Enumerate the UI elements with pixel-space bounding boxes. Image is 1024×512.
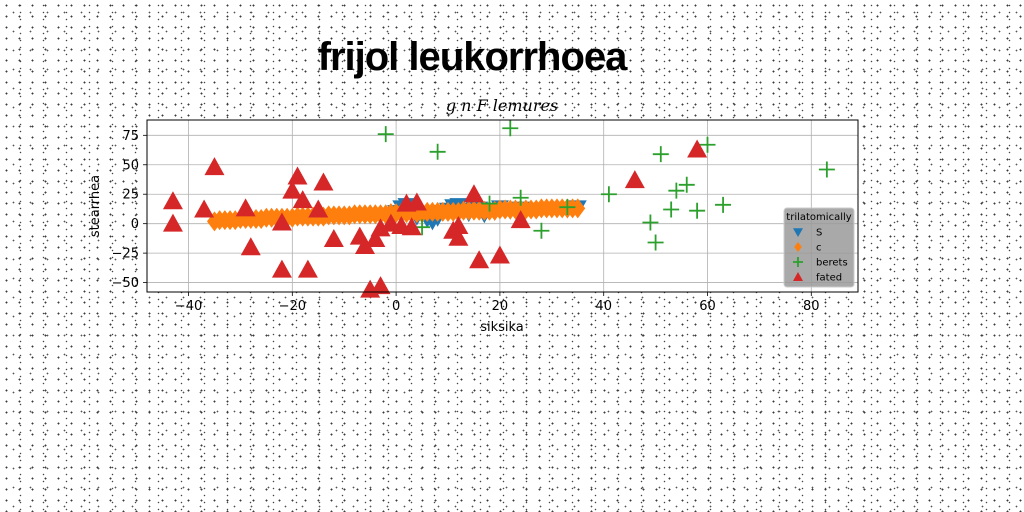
data-point-berets (647, 234, 664, 251)
y-tick-label: 75 (122, 129, 139, 144)
data-point-berets (689, 202, 706, 219)
chart-title: frijol leukorrhoea (318, 35, 628, 79)
data-point-berets (533, 222, 550, 239)
x-axis-label: siksika (480, 320, 524, 335)
data-point-berets (642, 214, 659, 231)
x-tick-label: 40 (595, 299, 612, 314)
data-point-fated (687, 139, 708, 158)
data-point-berets (512, 189, 529, 206)
data-point-fated (365, 228, 386, 247)
data-point-fated (282, 180, 303, 199)
data-point-berets (429, 143, 446, 160)
data-point-berets (699, 136, 716, 153)
data-point-fated (240, 237, 261, 256)
data-points (162, 120, 835, 298)
data-point-fated (401, 217, 422, 236)
data-point-fated (235, 198, 256, 217)
data-point-fated (463, 184, 484, 203)
data-point-fated (370, 218, 391, 237)
data-point-fated (162, 191, 183, 210)
data-point-fated (469, 250, 490, 269)
data-point-fated (313, 172, 334, 191)
x-tick-label: 80 (803, 299, 820, 314)
legend-marker-berets (793, 257, 803, 267)
data-point-fated (297, 259, 318, 278)
legend-label-S: S (816, 228, 822, 239)
data-point-c (570, 198, 586, 219)
y-axis-label: stearrhea (88, 175, 103, 237)
legend-label-fated: fated (816, 273, 842, 284)
y-tick-label: −50 (112, 276, 139, 291)
data-point-berets (481, 195, 498, 212)
x-tick-label: 20 (492, 299, 509, 314)
data-point-fated (448, 216, 469, 235)
axis-ticks: −40 −20 0 20 40 60 80 −50 −25 0 25 50 75 (112, 129, 820, 314)
legend-box (783, 207, 855, 288)
data-point-berets (652, 146, 669, 163)
legend-label-c: c (816, 243, 822, 254)
y-tick-label: 25 (122, 188, 139, 203)
data-point-fated (448, 227, 469, 246)
legend: trilatomically Sc berets fated (783, 207, 855, 288)
legend-entries: Sc berets fated (793, 228, 848, 284)
y-tick-label: −25 (112, 247, 139, 262)
data-point-fated (292, 190, 313, 209)
data-point-fated (204, 157, 225, 176)
legend-title: trilatomically (786, 212, 851, 223)
data-point-berets (663, 201, 680, 218)
data-point-fated (271, 212, 292, 231)
data-point-berets (678, 176, 695, 193)
plot-frame (146, 119, 859, 293)
series-c (206, 198, 586, 232)
series-berets (377, 120, 835, 251)
data-point-fated (308, 199, 329, 218)
x-tick-label: 0 (392, 299, 400, 314)
data-point-berets (600, 186, 617, 203)
data-point-berets (668, 182, 685, 199)
x-tick-label: 60 (699, 299, 716, 314)
series-fated (162, 139, 708, 298)
legend-marker-c (794, 242, 802, 252)
data-point-berets (502, 120, 519, 137)
x-tick-label: −40 (175, 299, 202, 314)
chart-subtitle: g n F lemures (446, 96, 558, 115)
data-point-fated (162, 213, 183, 232)
data-point-fated (510, 210, 531, 229)
data-point-fated (194, 199, 215, 218)
y-tick-label: 0 (131, 217, 139, 232)
data-point-fated (323, 228, 344, 247)
data-point-fated (354, 236, 375, 255)
data-point-fated (370, 276, 391, 295)
legend-marker-fated (793, 272, 803, 281)
data-point-berets (715, 196, 732, 213)
x-tick-label: −20 (279, 299, 306, 314)
data-point-berets (377, 126, 394, 143)
grid-lines (147, 120, 858, 292)
data-point-fated (489, 245, 510, 264)
legend-label-berets: berets (816, 258, 848, 269)
data-point-fated (406, 192, 427, 211)
y-tick-label: 50 (122, 158, 139, 173)
data-point-berets (818, 161, 835, 178)
data-point-fated (271, 259, 292, 278)
data-point-fated (287, 166, 308, 185)
legend-marker-S (793, 228, 803, 237)
data-point-berets (559, 199, 576, 216)
data-point-fated (624, 170, 645, 189)
